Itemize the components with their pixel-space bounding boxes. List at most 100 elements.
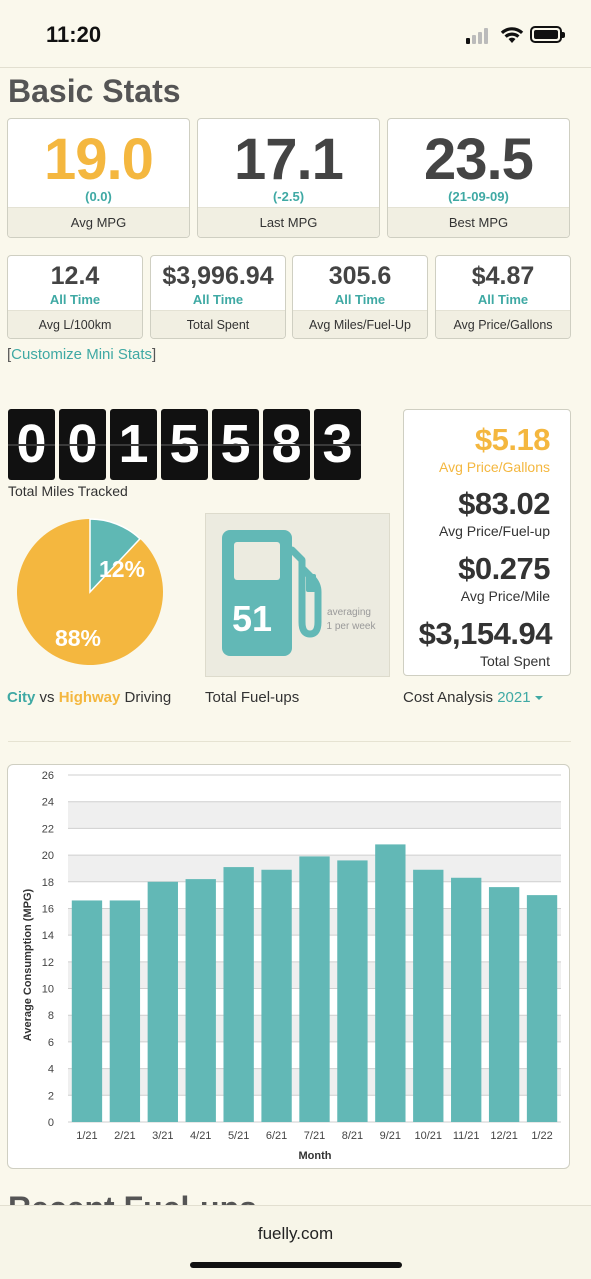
y-tick-label: 4 (48, 1064, 54, 1076)
wifi-icon (500, 27, 524, 43)
stat-label: Best MPG (388, 207, 569, 237)
stat-card-avg-mpg[interactable]: 19.0 (0.0) Avg MPG (7, 118, 190, 238)
odometer-digit: 8 (263, 409, 310, 480)
x-tick-label: 5/21 (228, 1130, 249, 1142)
mini-stat-label: Avg L/100km (8, 310, 142, 338)
stat-date: (21-09-09) (448, 189, 509, 204)
x-tick-label: 8/21 (342, 1130, 363, 1142)
pie-slice-city (89, 518, 142, 594)
y-tick-label: 20 (42, 850, 54, 862)
chart-bar[interactable] (337, 860, 368, 1122)
mini-stat-avg-miles-fuelup[interactable]: 305.6 All Time Avg Miles/Fuel-Up (292, 255, 428, 339)
chart-bar[interactable] (488, 887, 520, 1122)
odometer-digit: 5 (161, 409, 208, 480)
stat-label: Last MPG (198, 207, 379, 237)
odometer-digit: 1 (110, 409, 157, 480)
mini-stat-period: All Time (477, 292, 529, 307)
gas-pump-icon: 51 averaging 1 per week (222, 530, 376, 656)
cost-label: Total Spent (479, 653, 550, 669)
mini-stat-avg-price-gallons[interactable]: $4.87 All Time Avg Price/Gallons (435, 255, 571, 339)
cost-label: Avg Price/Mile (460, 588, 550, 604)
chart-bar[interactable] (413, 869, 444, 1122)
stat-value: 17.1 (234, 127, 344, 192)
chart-bar[interactable] (526, 895, 558, 1122)
y-tick-label: 22 (42, 823, 54, 835)
cost-value: $3,154.94 (418, 616, 553, 651)
x-tick-label: 10/21 (415, 1130, 443, 1142)
battery-icon (530, 26, 565, 43)
x-tick-label: 12/21 (490, 1130, 518, 1142)
stat-value: 19.0 (44, 127, 154, 192)
status-bar: 11:20 (0, 0, 591, 68)
y-tick-label: 16 (42, 903, 54, 915)
status-time: 11:20 (46, 22, 102, 47)
consumption-chart: 1/21 2/21 3/21 4/21 5/21 6/21 7/21 8/21 9/21 10/2… (7, 764, 570, 1169)
chart-bar[interactable] (375, 844, 406, 1122)
mini-stat-label: Avg Price/Gallons (436, 310, 570, 338)
chart-bar[interactable] (185, 879, 216, 1122)
odometer-digit: 0 (59, 409, 106, 480)
y-tick-label: 14 (42, 930, 54, 942)
y-tick-label: 18 (42, 877, 54, 889)
chart-bar[interactable] (223, 867, 254, 1122)
chart-bar[interactable] (147, 881, 178, 1122)
stat-card-best-mpg[interactable]: 23.5 (21-09-09) Best MPG (387, 118, 570, 238)
cost-label: Avg Price/Fuel-up (438, 523, 550, 539)
fuelups-note-1: averaging (327, 607, 371, 618)
odometer-digit: 3 (314, 409, 361, 480)
caption-driving: Driving (120, 689, 172, 706)
driving-caption: City vs Highway Driving (7, 689, 171, 706)
y-tick-label: 10 (42, 984, 54, 996)
customize-mini-stats-link[interactable]: Customize Mini Stats (11, 346, 153, 363)
mini-stat-label: Avg Miles/Fuel-Up (293, 310, 427, 338)
url-bar[interactable]: fuelly.com (257, 1224, 334, 1243)
browser-bottom-bar: fuelly.com (0, 1205, 591, 1279)
mini-stat-value: $4.87 (471, 262, 535, 290)
chart-bar[interactable] (71, 900, 103, 1122)
chart-bar[interactable] (299, 856, 330, 1122)
stat-value: 23.5 (424, 127, 534, 192)
x-tick-label: 11/21 (453, 1130, 480, 1142)
fuelups-count: 51 (232, 598, 272, 639)
chart-bar[interactable] (261, 869, 292, 1122)
mini-stat-value: 305.6 (328, 262, 392, 290)
odometer-digit: 5 (212, 409, 259, 480)
caption-vs: vs (35, 689, 59, 706)
y-tick-label: 2 (48, 1090, 54, 1102)
chart-bar[interactable] (451, 877, 482, 1122)
stat-card-last-mpg[interactable]: 17.1 (-2.5) Last MPG (197, 118, 380, 238)
x-tick-label: 9/21 (380, 1130, 401, 1142)
y-tick-label: 24 (42, 797, 54, 809)
odometer-label: Total Miles Tracked (8, 483, 128, 499)
cellular-signal-icon (466, 28, 492, 44)
bracket-close: ] (152, 346, 157, 363)
cost-year-dropdown[interactable]: 2021 (497, 689, 543, 706)
cost-analysis-caption: Cost Analysis 2021 (403, 689, 544, 706)
pie-label-city: 12% (99, 556, 145, 582)
stat-delta: (0.0) (85, 189, 112, 204)
x-tick-label: 1/21 (76, 1130, 97, 1142)
fuelups-label: Total Fuel-ups (205, 689, 300, 706)
home-indicator[interactable] (190, 1262, 402, 1268)
caret-down-icon (534, 696, 543, 701)
mini-stat-avg-l100km[interactable]: 12.4 All Time Avg L/100km (7, 255, 143, 339)
cost-value: $5.18 (474, 422, 551, 457)
page-title: Basic Stats (8, 73, 181, 109)
x-tick-label: 2/21 (114, 1130, 135, 1142)
highway-caption: Highway (58, 689, 121, 706)
mini-stat-period: All Time (334, 292, 386, 307)
odometer-digit: 0 (8, 409, 55, 480)
y-tick-label: 12 (42, 957, 54, 969)
city-highway-pie-chart: 12% 88% (17, 518, 164, 665)
mini-stat-label: Total Spent (151, 310, 285, 338)
x-tick-label: 7/21 (304, 1130, 325, 1142)
grid-band (68, 801, 561, 829)
x-tick-label: 1/22 (531, 1130, 552, 1142)
cost-year-value: 2021 (497, 689, 531, 706)
x-tick-label: 3/21 (152, 1130, 173, 1142)
mini-stat-period: All Time (192, 292, 244, 307)
mini-stat-value: $3,996.94 (162, 262, 274, 290)
consumption-chart-svg: 1/21 2/21 3/21 4/21 5/21 6/21 7/21 8/21 9/21 10/2… (22, 770, 561, 1162)
mini-stat-total-spent[interactable]: $3,996.94 All Time Total Spent (150, 255, 286, 339)
chart-bar[interactable] (109, 900, 141, 1122)
